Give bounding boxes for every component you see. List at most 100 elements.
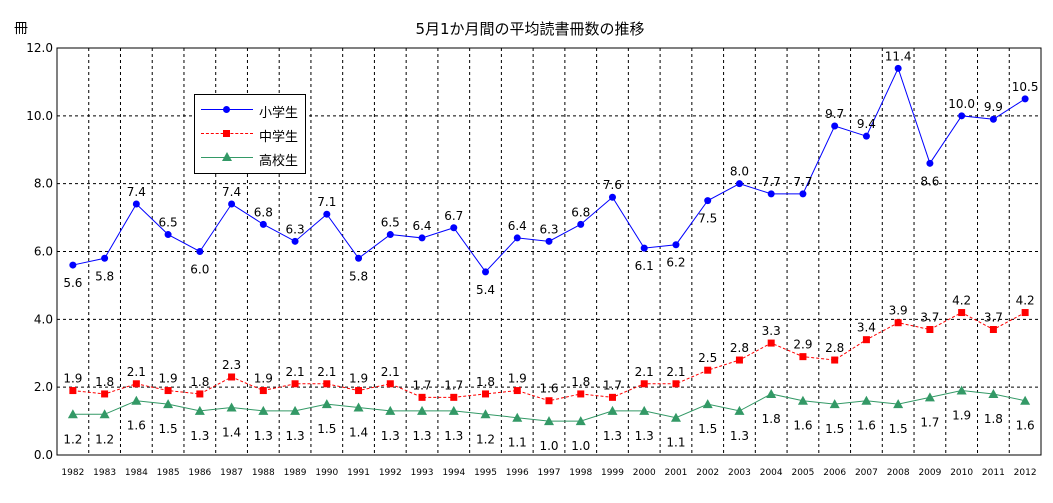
data-point-square	[69, 387, 77, 395]
data-label: 1.2	[476, 432, 495, 446]
data-label: 1.3	[286, 429, 305, 443]
data-label: 1.3	[635, 429, 654, 443]
x-tick-label: 1997	[538, 468, 561, 478]
data-label: 2.1	[317, 365, 336, 379]
data-point-square	[958, 309, 966, 317]
data-point-circle	[640, 244, 648, 252]
data-point-square	[450, 393, 458, 401]
data-point-triangle	[321, 399, 332, 409]
data-point-square	[513, 387, 521, 395]
data-point-square	[386, 380, 394, 388]
data-label: 3.7	[984, 311, 1003, 325]
data-point-circle	[386, 231, 394, 239]
legend-item-high-school: 高校生	[195, 147, 305, 169]
x-tick-label: 1996	[506, 468, 529, 478]
data-point-triangle	[607, 405, 618, 415]
data-point-square	[228, 373, 236, 381]
data-label: 1.7	[412, 378, 431, 392]
data-label: 1.3	[190, 429, 209, 443]
y-tick-label: 0.0	[34, 448, 53, 462]
data-label: 9.7	[825, 107, 844, 121]
data-point-circle	[259, 220, 267, 228]
x-tick-label: 1999	[601, 468, 624, 478]
data-label: 6.4	[508, 219, 527, 233]
y-tick-label: 2.0	[34, 380, 53, 394]
data-label: 10.0	[948, 97, 975, 111]
data-point-square	[831, 356, 839, 364]
data-label: 1.5	[698, 422, 717, 436]
data-label: 1.5	[889, 422, 908, 436]
data-point-triangle	[290, 405, 301, 415]
data-label: 2.1	[127, 365, 146, 379]
data-point-triangle	[544, 416, 554, 426]
data-point-triangle	[163, 399, 174, 409]
data-label: 1.2	[63, 432, 82, 446]
data-point-triangle	[670, 412, 681, 422]
data-point-circle	[164, 231, 172, 239]
data-point-square	[418, 393, 426, 401]
x-tick-label: 2003	[728, 468, 751, 478]
data-point-circle	[958, 112, 966, 120]
data-point-square	[862, 336, 870, 344]
data-point-square	[164, 387, 172, 395]
data-point-square	[735, 356, 743, 364]
data-point-square	[640, 380, 648, 388]
data-label: 2.9	[793, 338, 812, 352]
data-point-circle	[1021, 95, 1029, 103]
x-tick-label: 2011	[982, 468, 1005, 478]
data-point-circle	[355, 254, 363, 262]
data-label: 1.4	[349, 426, 368, 440]
data-point-circle	[450, 224, 458, 232]
data-point-circle	[482, 268, 490, 276]
data-label: 1.0	[571, 439, 590, 453]
square-marker-icon	[223, 130, 230, 137]
data-point-square	[132, 380, 140, 388]
data-label: 1.5	[159, 422, 178, 436]
data-point-triangle	[99, 409, 110, 419]
x-tick-label: 1983	[93, 468, 116, 478]
data-label: 3.9	[889, 304, 908, 318]
data-label: 1.1	[666, 436, 685, 450]
data-label: 3.4	[857, 321, 876, 335]
data-point-circle	[101, 254, 109, 262]
data-point-circle	[894, 64, 902, 72]
data-point-square	[926, 326, 934, 334]
x-tick-label: 1989	[284, 468, 307, 478]
data-label: 6.3	[539, 222, 558, 236]
data-label: 1.3	[254, 429, 273, 443]
legend: 小学生 中学生 高校生	[194, 94, 306, 174]
data-label: 1.3	[444, 429, 463, 443]
data-label: 6.4	[412, 219, 431, 233]
data-point-circle	[767, 190, 775, 198]
x-tick-label: 1986	[188, 468, 211, 478]
data-label: 1.2	[95, 432, 114, 446]
data-point-square	[323, 380, 331, 388]
data-point-circle	[513, 234, 521, 242]
data-point-circle	[926, 159, 934, 167]
data-point-square	[355, 387, 363, 395]
triangle-marker-icon	[222, 152, 232, 161]
data-point-triangle	[988, 388, 999, 398]
x-tick-label: 1994	[442, 468, 465, 478]
data-point-square	[482, 390, 490, 398]
x-tick-label: 2007	[855, 468, 878, 478]
data-point-triangle	[131, 395, 142, 405]
data-label: 2.5	[698, 351, 717, 365]
data-label: 1.6	[1016, 419, 1035, 433]
data-label: 1.9	[952, 409, 971, 423]
data-label: 1.9	[254, 372, 273, 386]
y-axis-unit-label: 冊	[14, 21, 28, 37]
data-point-circle	[323, 210, 331, 218]
data-label: 1.8	[190, 375, 209, 389]
data-point-triangle	[194, 405, 205, 415]
data-label: 5.4	[476, 283, 495, 297]
data-point-circle	[69, 261, 77, 269]
data-label: 1.9	[349, 372, 368, 386]
data-point-circle	[418, 234, 426, 242]
data-point-square	[767, 339, 775, 347]
data-point-triangle	[448, 405, 459, 415]
data-point-square	[894, 319, 902, 327]
legend-label-high-school: 高校生	[259, 154, 299, 169]
x-tick-label: 1984	[125, 468, 148, 478]
legend-label-elementary: 小学生	[259, 106, 299, 121]
